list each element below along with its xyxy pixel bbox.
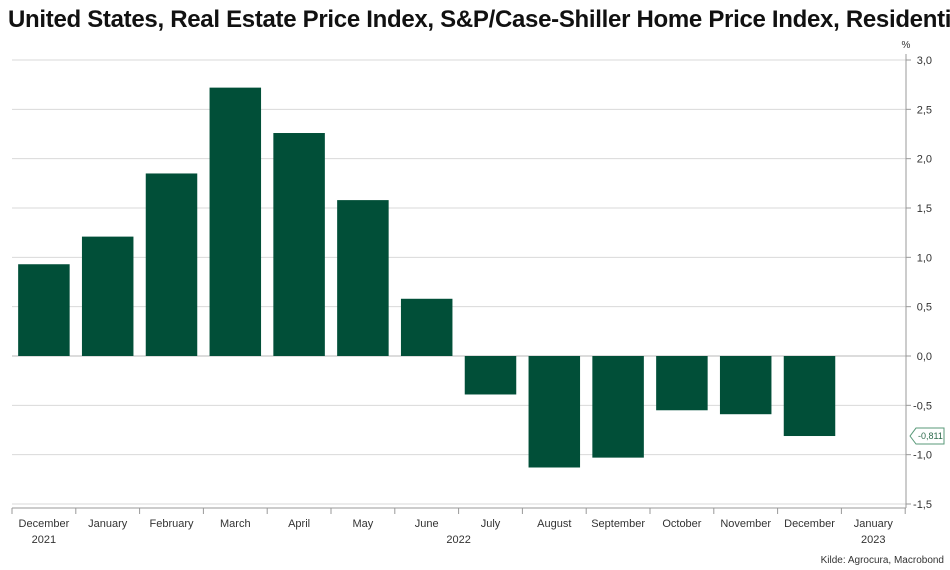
x-tick-label: November [720,518,771,530]
y-tick-label: -1,0 [913,450,932,462]
x-year-label: 2021 [32,534,56,546]
x-tick-label: April [288,518,310,530]
chart-title: United States, Real Estate Price Index, … [8,6,950,33]
x-tick-label: December [784,518,835,530]
x-tick-label: January [88,518,128,530]
y-tick-label: 3,0 [917,55,932,67]
y-tick-label: 1,0 [917,252,932,264]
x-tick-label: December [19,518,70,530]
x-tick-label: February [149,518,194,530]
y-tick-label: -1,5 [913,499,932,511]
source-note: Kilde: Agrocura, Macrobond [820,555,944,566]
x-tick-label: March [220,518,251,530]
x-tick-label: October [662,518,701,530]
bar [400,298,453,356]
y-tick-label: 2,5 [917,104,932,116]
bar [528,356,581,468]
x-tick-label: July [481,518,501,530]
x-tick-label: May [353,518,374,530]
bar [592,356,644,458]
bar [81,236,134,356]
y-tick-label: 2,0 [917,154,932,166]
bar [18,264,70,356]
x-tick-label: August [537,518,571,530]
bar [145,173,198,356]
x-tick-label: September [591,518,645,530]
bar [464,356,517,395]
x-tick-label: June [415,518,439,530]
bar [337,200,389,356]
y-tick-label: -0,5 [913,400,932,412]
x-year-label: 2022 [446,534,470,546]
last-value-callout [909,427,945,445]
x-tick-label: January [854,518,894,530]
bar [209,87,262,357]
x-year-label: 2023 [861,534,885,546]
y-tick-label: 0,5 [917,302,932,314]
y-tick-label: 1,5 [917,203,932,215]
bar [783,356,836,437]
bar [719,356,772,415]
bar [656,356,708,411]
y-tick-label: 0,0 [917,351,932,363]
bar [273,133,325,356]
y-axis-unit: % [902,40,911,51]
last-value-label: -0,811 [918,431,943,441]
